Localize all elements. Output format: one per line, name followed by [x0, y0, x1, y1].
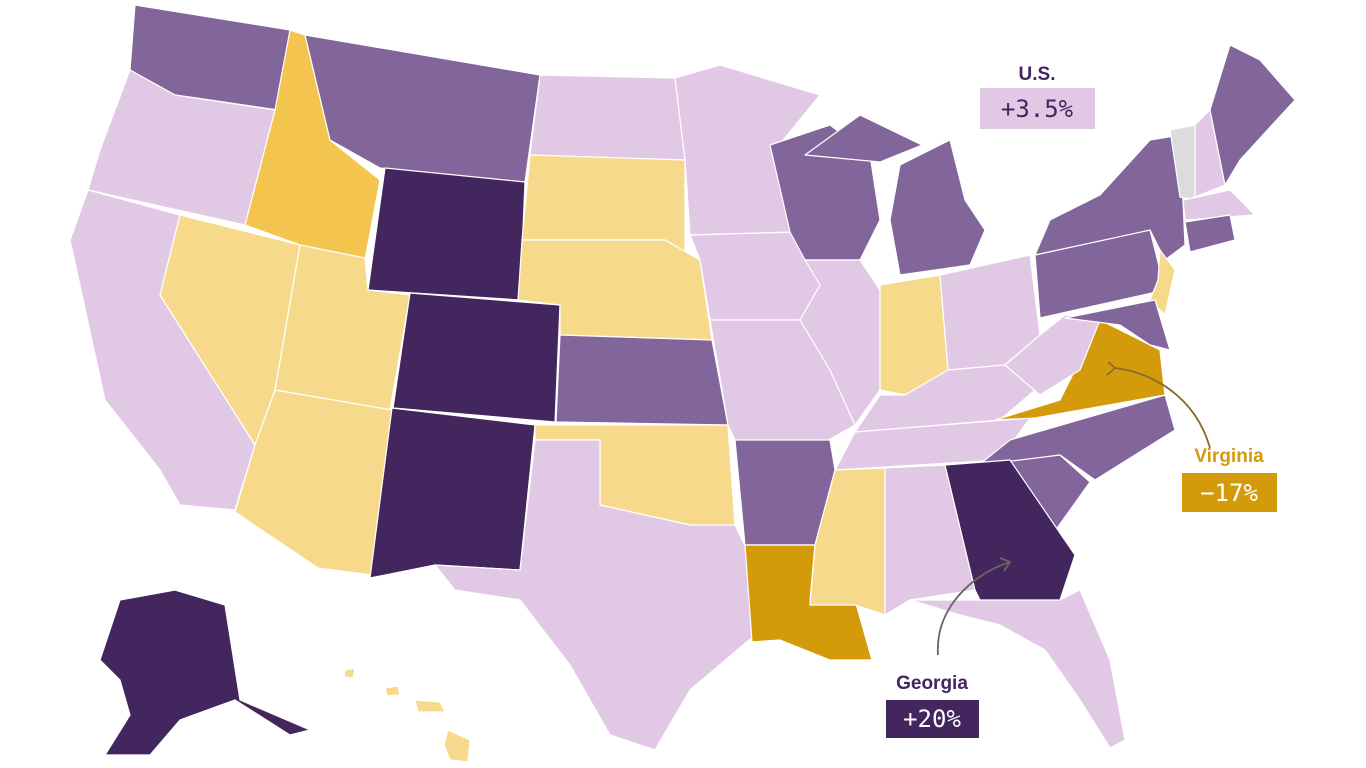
annotation-value: −17%	[1200, 479, 1258, 507]
states	[69, 4, 1296, 763]
georgia-arrowhead	[999, 557, 1012, 572]
annotation-box	[886, 700, 979, 738]
annotation-box	[1182, 473, 1277, 512]
annotation-name: Georgia	[896, 673, 968, 694]
georgia-arrow	[937, 561, 1011, 656]
virginia-arrowhead	[1106, 361, 1117, 376]
annotation-name: U.S.	[1019, 64, 1056, 85]
annotation-value: +3.5%	[1001, 95, 1074, 123]
annotation-name: Virginia	[1194, 446, 1264, 467]
annotation-box	[980, 88, 1095, 129]
annotation-value: +20%	[903, 705, 961, 733]
virginia-arrow	[1114, 367, 1211, 449]
